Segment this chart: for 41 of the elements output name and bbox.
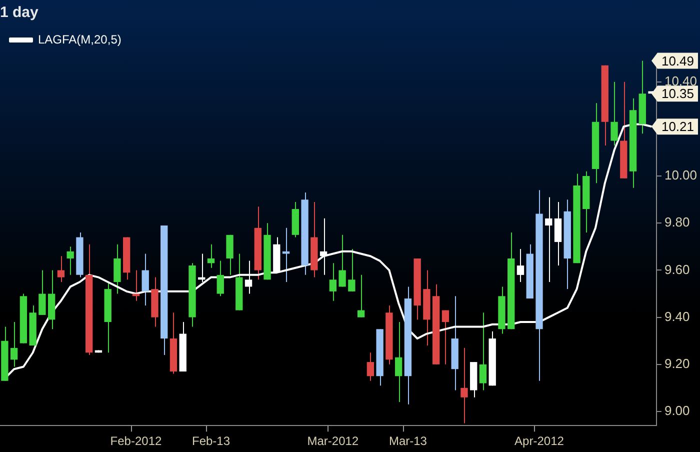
candlestick: [226, 234, 234, 276]
x-tick-label: Apr-2012: [514, 434, 564, 448]
candlestick: [338, 234, 346, 288]
text: 10.21: [661, 119, 694, 134]
y-tick-label: 9.40: [664, 308, 690, 324]
candlestick: [329, 262, 337, 302]
candlestick: [66, 246, 74, 276]
candlestick: [38, 270, 46, 316]
candlestick: [460, 347, 468, 424]
candlestick: [57, 256, 65, 282]
candlestick: [610, 81, 618, 146]
candlestick: [244, 260, 252, 294]
legend-label: LAGFA(M,20,5): [38, 32, 122, 46]
candlestick: [545, 196, 552, 282]
candlestick: [442, 310, 450, 365]
candlestick: [142, 253, 149, 306]
candlestick: [366, 352, 374, 382]
text: 10.35: [661, 86, 694, 102]
x-tick-label: Mar-2012: [307, 434, 359, 448]
candlestick: [216, 260, 224, 297]
x-tick-label: Feb-2012: [110, 434, 162, 448]
candlestick: [207, 244, 215, 268]
y-tick-label: 9.80: [664, 214, 690, 230]
candlestick: [10, 322, 18, 368]
candlestick: [357, 274, 365, 318]
chart-title: 1 day: [0, 4, 40, 22]
y-tick-label: 9.60: [664, 262, 690, 277]
x-tick-label: Feb-13: [192, 434, 230, 448]
candlestick: [394, 322, 402, 403]
text: 10.49: [661, 53, 694, 68]
y-tick-label: 10.40: [664, 73, 698, 88]
candlestick: [348, 248, 356, 292]
candlestick: [479, 312, 487, 391]
candlestick: [516, 248, 524, 282]
x-tick-label: Mar-13: [388, 434, 428, 448]
y-tick-label: 9.20: [664, 356, 690, 371]
candlestick: [320, 218, 328, 276]
candlestick: [554, 201, 562, 266]
y-tick-label: 9.00: [664, 403, 690, 418]
candlestick: [114, 244, 121, 294]
y-tick-label: 10.00: [664, 168, 698, 183]
